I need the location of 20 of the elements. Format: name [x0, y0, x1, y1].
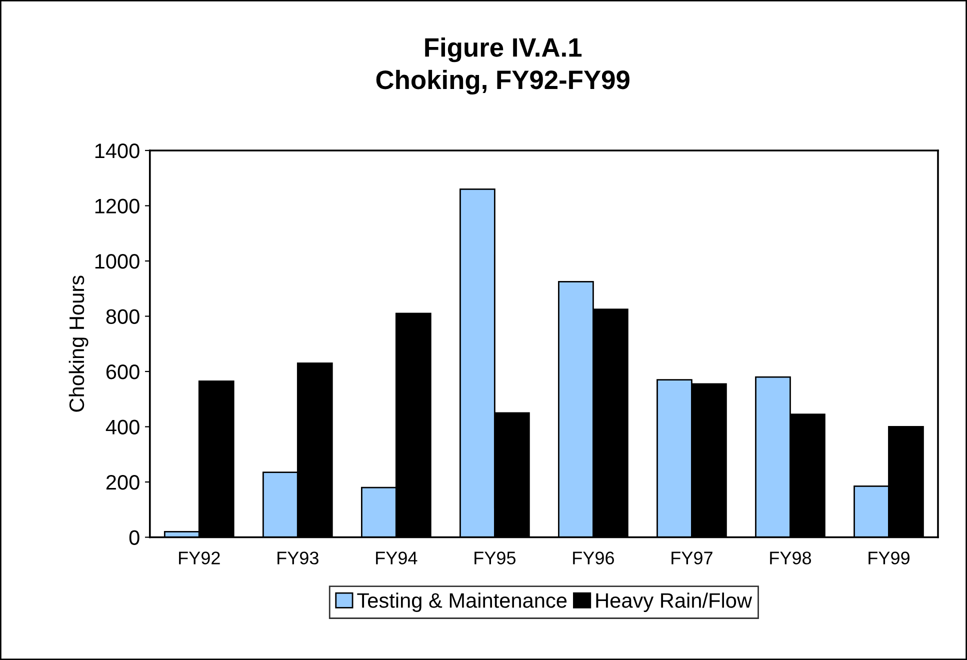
y-tick-label: 1000	[95, 254, 140, 269]
x-tick-label: FY99	[868, 552, 910, 564]
y-tick-label: 800	[106, 309, 140, 324]
x-tick-label: FY94	[376, 552, 418, 564]
x-tick-label: FY97	[672, 552, 712, 564]
x-tick-label: FY93	[278, 552, 318, 564]
y-tick-label: 600	[106, 364, 140, 380]
x-tick-label: FY98	[770, 552, 812, 564]
y-tick-label: 0	[129, 530, 140, 545]
chart-title: Figure IV.A.1 Choking, FY92-FY99	[376, 37, 630, 95]
x-tick-label: FY96	[573, 552, 614, 564]
x-tick-label: FY95	[474, 552, 516, 564]
legend-label: Heavy Rain/Flow	[596, 592, 752, 612]
y-tick-label: 400	[106, 420, 140, 434]
legend-label: Testing & Maintenance	[357, 592, 567, 612]
y-tick-label: 200	[106, 474, 140, 490]
y-tick-label: 1200	[95, 198, 140, 214]
y-axis-title: Choking Hours	[68, 276, 88, 412]
x-tick-label: FY92	[179, 552, 220, 564]
y-tick-label: 1400	[95, 143, 140, 158]
